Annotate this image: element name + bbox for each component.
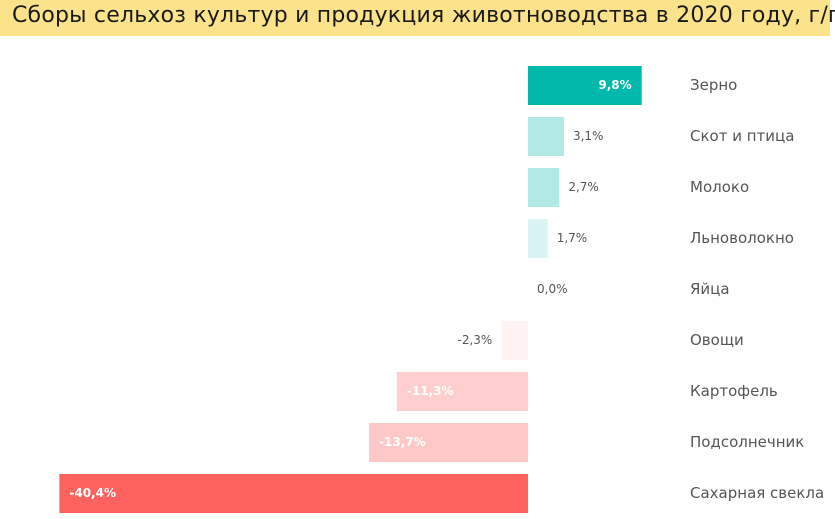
- category-label: Подсолнечник: [690, 433, 804, 451]
- data-label: -13,7%: [379, 435, 426, 449]
- bar[interactable]: [528, 219, 548, 258]
- category-label: Молоко: [690, 178, 749, 196]
- category-label: Сахарная свекла: [690, 484, 824, 502]
- category-label: Овощи: [690, 331, 744, 349]
- category-label: Яйца: [690, 280, 730, 298]
- bar[interactable]: [528, 168, 560, 207]
- category-label: Скот и птица: [690, 127, 794, 145]
- bar[interactable]: [501, 321, 528, 360]
- category-label: Картофель: [690, 382, 778, 400]
- bar[interactable]: [396, 372, 528, 411]
- bar[interactable]: [528, 66, 642, 105]
- bar[interactable]: [369, 423, 528, 462]
- category-label: Льноволокно: [690, 229, 794, 247]
- bar[interactable]: [528, 117, 564, 156]
- chart-title: Сборы сельхоз культур и продукция животн…: [12, 3, 835, 28]
- bar[interactable]: [59, 474, 529, 513]
- data-label: -40,4%: [69, 486, 116, 500]
- data-label: 2,7%: [568, 180, 599, 194]
- data-label: 3,1%: [573, 129, 604, 143]
- title-bar: Сборы сельхоз культур и продукция животн…: [0, 0, 835, 36]
- category-label: Зерно: [690, 76, 737, 94]
- data-label: 9,8%: [598, 78, 631, 92]
- data-label: 1,7%: [557, 231, 588, 245]
- data-label: -2,3%: [457, 333, 492, 347]
- data-label: 0,0%: [537, 282, 568, 296]
- data-label: -11,3%: [407, 384, 454, 398]
